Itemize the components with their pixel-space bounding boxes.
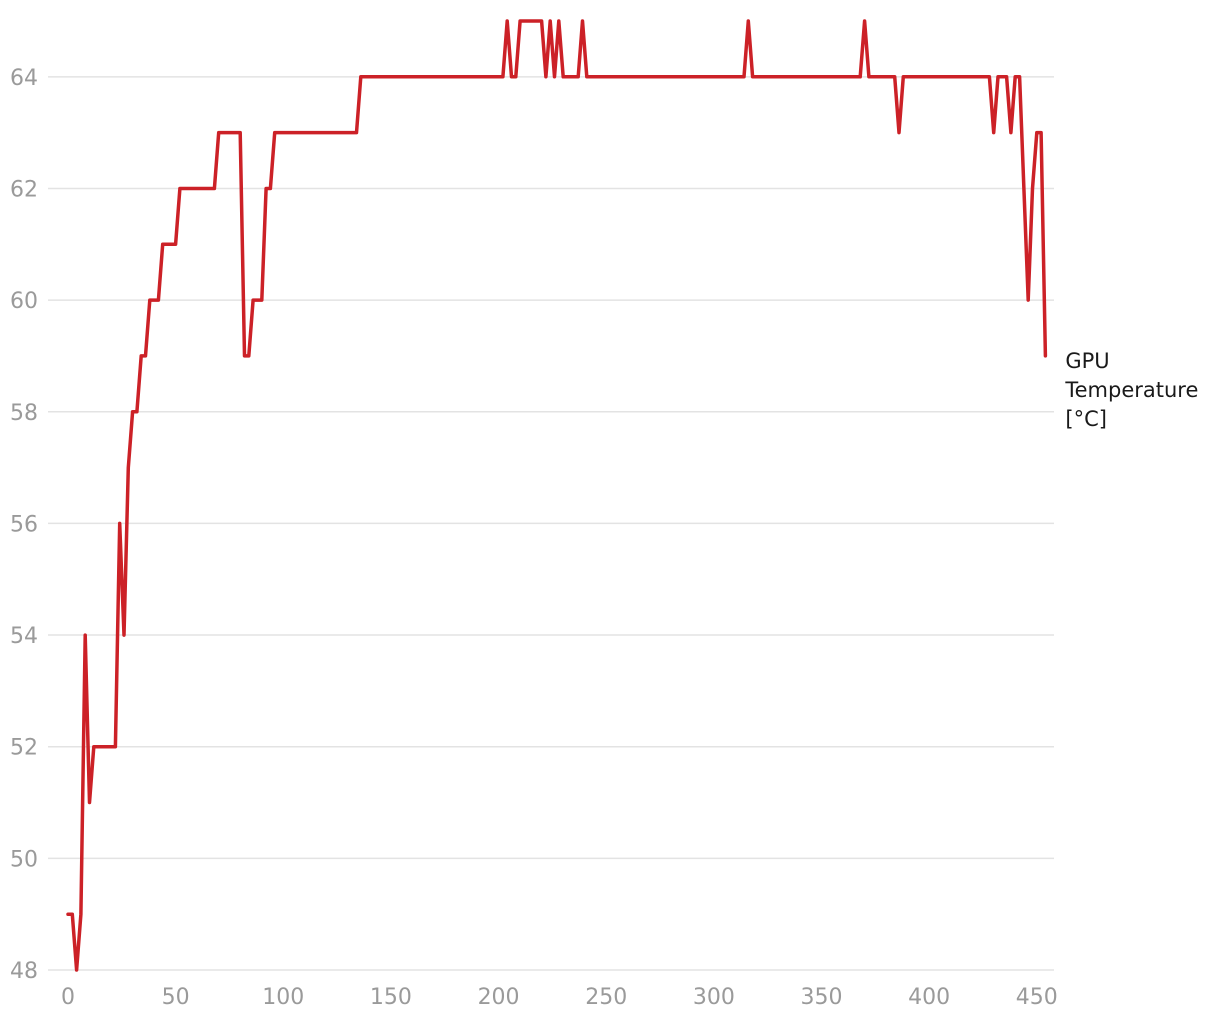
x-tick-label-50: 50 xyxy=(162,985,190,1010)
x-tick-label-250: 250 xyxy=(585,985,627,1010)
x-tick-label-350: 350 xyxy=(800,985,842,1010)
x-tick-label-300: 300 xyxy=(693,985,735,1010)
x-axis-ticks: 0 50 100 150 200 250 300 350 400 450 xyxy=(61,985,1058,1010)
y-tick-label-64: 64 xyxy=(10,66,38,91)
x-tick-label-200: 200 xyxy=(478,985,520,1010)
series-layer xyxy=(66,19,1048,972)
y-tick-label-60: 60 xyxy=(10,289,38,314)
y-tick-label-48: 48 xyxy=(10,959,38,984)
x-tick-label-450: 450 xyxy=(1016,985,1058,1010)
y-tick-label-58: 58 xyxy=(10,401,38,426)
x-tick-label-100: 100 xyxy=(262,985,304,1010)
grid-lines xyxy=(48,76,1054,971)
y-axis-ticks: 48 50 52 54 56 58 60 62 64 xyxy=(10,66,38,984)
x-tick-label-150: 150 xyxy=(370,985,412,1010)
series-label-gpu-temperature: GPU Temperature [°C] xyxy=(1064,349,1198,431)
y-tick-label-52: 52 xyxy=(10,736,38,761)
x-tick-label-0: 0 xyxy=(61,985,75,1010)
y-tick-label-56: 56 xyxy=(10,512,38,537)
y-tick-label-50: 50 xyxy=(10,847,38,872)
x-tick-label-400: 400 xyxy=(908,985,950,1010)
y-tick-label-54: 54 xyxy=(10,624,38,649)
series-line-gpu-temperature xyxy=(66,19,1048,972)
series-label-layer: GPU Temperature [°C] xyxy=(1064,349,1198,431)
y-tick-label-62: 62 xyxy=(10,177,38,202)
